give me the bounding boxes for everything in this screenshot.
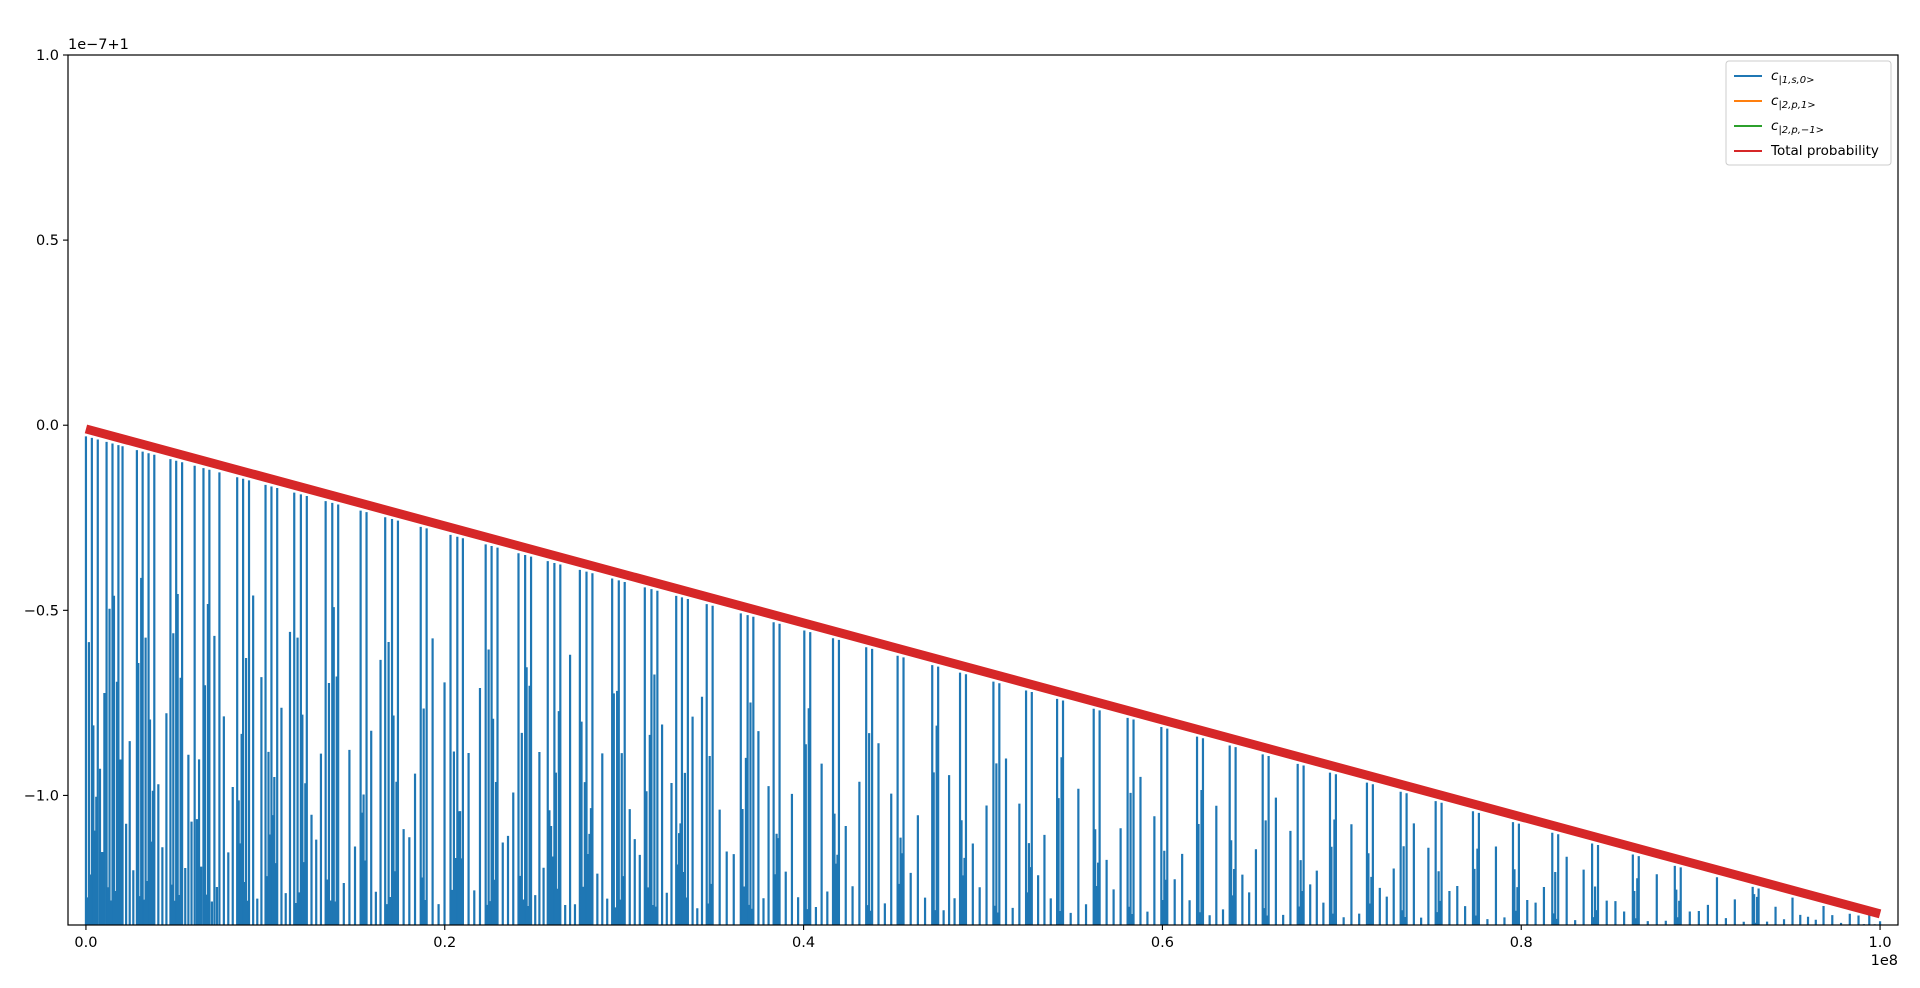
y-tick-label: 0.5 — [36, 233, 59, 249]
legend-label-main: c — [1771, 68, 1779, 84]
x-tick-label: 0.4 — [792, 935, 815, 951]
axes-frame — [67, 54, 1899, 926]
series-c-1s0 — [84, 436, 1882, 925]
plot-area — [68, 55, 1898, 925]
legend-label: c|2,p,−1> — [1771, 118, 1824, 136]
x-tick-label: 0.8 — [1510, 935, 1533, 951]
y-tick-label: 0.0 — [36, 418, 59, 434]
legend: c|1,s,0>c|2,p,1>c|2,p,−1>Total probabili… — [1725, 60, 1892, 166]
series-c-1s0-dips — [86, 577, 1876, 925]
y-axis-offset-label: 1e−7+1 — [68, 37, 129, 53]
x-tick-label: 0.0 — [74, 935, 97, 951]
legend-label-subscript: |2,p,−1> — [1778, 125, 1824, 136]
y-tick-label: −1.0 — [24, 788, 59, 804]
legend-label-subscript: |1,s,0> — [1778, 75, 1814, 86]
axes: 0.0 0.2 0.4 0.6 0.8 1.0 1.0 0.5 0.0 −0.5 −1.0 — [24, 48, 1899, 951]
x-tick-label: 0.2 — [433, 935, 456, 951]
series-c-1s0-peaks — [84, 436, 1882, 925]
legend-label-main: c — [1771, 118, 1779, 134]
legend-label-main: c — [1771, 93, 1779, 109]
series-total-probability-line — [84, 424, 1882, 919]
y-tick-label: 1.0 — [36, 48, 59, 64]
plot-background — [68, 55, 1898, 925]
series-total-probability — [84, 424, 1882, 919]
legend-label: Total probability — [1770, 143, 1879, 159]
legend-box — [1725, 60, 1892, 166]
legend-label: c|1,s,0> — [1771, 68, 1814, 86]
legend-label: c|2,p,1> — [1771, 93, 1816, 111]
y-tick-label: −0.5 — [24, 603, 59, 619]
x-tick-label: 1.0 — [1869, 935, 1892, 951]
x-tick-label: 0.6 — [1151, 935, 1174, 951]
legend-label-subscript: |2,p,1> — [1778, 100, 1815, 111]
x-axis-offset-label: 1e8 — [1871, 953, 1898, 969]
